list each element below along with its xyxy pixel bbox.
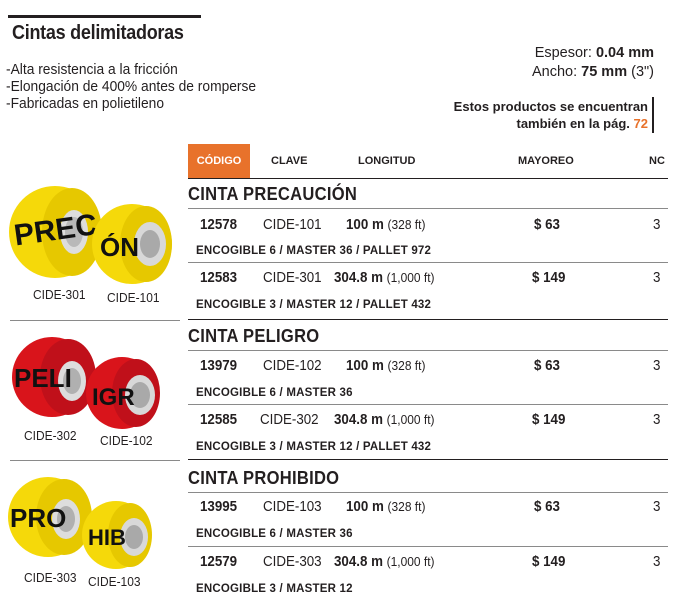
feature-item: -Elongación de 400% antes de romperse — [6, 78, 257, 95]
cell-mayoreo: $ 149 — [532, 270, 566, 286]
cell-mayoreo: $ 63 — [534, 217, 560, 233]
tape-roll-large: PRO — [8, 477, 92, 557]
tape-print-text: HIB — [88, 525, 126, 550]
image-label: CIDE-102 — [100, 433, 153, 448]
column-header-nc: NC — [649, 155, 665, 167]
packaging-info: ENCOGIBLE 3 / MASTER 12 / PALLET 432 — [196, 299, 432, 311]
tape-print-text: PELI — [14, 363, 72, 393]
cell-mayoreo: $ 63 — [534, 358, 560, 374]
cell-codigo: 12578 — [200, 217, 238, 233]
crossref-note-line2: también en la pág. 72 — [516, 116, 648, 131]
section-end-rule — [188, 319, 668, 320]
cell-nc: 3 — [653, 554, 661, 570]
packaging-info: ENCOGIBLE 3 / MASTER 12 — [196, 583, 353, 595]
section-end-rule — [188, 459, 668, 460]
tape-print-text: IGR — [92, 384, 135, 411]
spec-thickness: Espesor: 0.04 mm — [534, 45, 654, 61]
cell-codigo: 12583 — [200, 270, 238, 286]
tape-rolls-prohibido: PRO HIB — [8, 477, 152, 569]
tape-print-text: ÓN — [100, 232, 139, 262]
cell-mayoreo: $ 149 — [532, 412, 566, 428]
cell-codigo: 12579 — [200, 554, 238, 570]
image-label: CIDE-302 — [24, 428, 77, 443]
feature-item: -Alta resistencia a la fricción — [6, 61, 178, 78]
page-title: Cintas delimitadoras — [12, 22, 184, 44]
section-title-precaucion: CINTA PRECAUCIÓN — [188, 184, 358, 204]
image-label: CIDE-101 — [107, 290, 160, 305]
cell-longitud: 100 m (328 ft) — [346, 217, 426, 233]
section-title-peligro: CINTA PELIGRO — [188, 326, 320, 346]
column-header-mayoreo: MAYOREO — [518, 155, 574, 167]
title-rule — [8, 15, 201, 18]
cell-longitud: 304.8 m (1,000 ft) — [334, 270, 435, 286]
cell-clave: CIDE-103 — [263, 499, 322, 515]
row-rule — [188, 546, 668, 547]
section-divider — [10, 460, 180, 461]
tape-roll-large: PREC — [9, 186, 102, 278]
tape-roll-small: HIB — [82, 501, 152, 569]
section-rule — [188, 350, 668, 351]
column-header-codigo: CÓDIGO — [188, 144, 250, 178]
image-label: CIDE-301 — [33, 287, 86, 302]
cell-longitud: 304.8 m (1,000 ft) — [334, 412, 435, 428]
cell-nc: 3 — [653, 412, 661, 428]
cell-nc: 3 — [653, 270, 661, 286]
cell-mayoreo: $ 149 — [532, 554, 566, 570]
cell-codigo: 12585 — [200, 412, 238, 428]
section-rule — [188, 492, 668, 493]
section-divider — [10, 320, 180, 321]
tape-roll-small: ÓN — [92, 204, 172, 284]
cell-clave: CIDE-301 — [263, 270, 322, 286]
tape-rolls-peligro: PELI IGR — [12, 337, 160, 429]
row-rule — [188, 404, 668, 405]
packaging-info: ENCOGIBLE 6 / MASTER 36 — [196, 387, 353, 399]
cell-nc: 3 — [653, 499, 661, 515]
cell-longitud: 100 m (328 ft) — [346, 358, 426, 374]
cell-nc: 3 — [653, 217, 661, 233]
image-label: CIDE-303 — [24, 570, 77, 585]
crossref-page-link[interactable]: 72 — [633, 116, 648, 131]
section-rule — [188, 208, 668, 209]
image-label: CIDE-103 — [88, 574, 141, 589]
cell-codigo: 13995 — [200, 499, 238, 515]
cell-mayoreo: $ 63 — [534, 499, 560, 515]
section-title-prohibido: CINTA PROHIBIDO — [188, 468, 340, 488]
cell-codigo: 13979 — [200, 358, 238, 374]
cell-clave: CIDE-101 — [263, 217, 322, 233]
cell-clave: CIDE-102 — [263, 358, 322, 374]
cell-longitud: 304.8 m (1,000 ft) — [334, 554, 435, 570]
crossref-note-line1: Estos productos se encuentran — [453, 99, 648, 114]
feature-item: -Fabricadas en polietileno — [6, 95, 165, 112]
packaging-info: ENCOGIBLE 6 / MASTER 36 — [196, 528, 353, 540]
header-rule — [188, 178, 668, 179]
cell-clave: CIDE-303 — [263, 554, 322, 570]
packaging-info: ENCOGIBLE 6 / MASTER 36 / PALLET 972 — [196, 245, 432, 257]
column-header-clave: CLAVE — [271, 155, 308, 167]
cell-clave: CIDE-302 — [260, 412, 319, 428]
cell-longitud: 100 m (328 ft) — [346, 499, 426, 515]
tape-roll-large: PELI — [12, 337, 96, 417]
packaging-info: ENCOGIBLE 3 / MASTER 12 / PALLET 432 — [196, 441, 432, 453]
tape-print-text: PRO — [10, 503, 66, 533]
note-bar — [652, 97, 654, 133]
cell-nc: 3 — [653, 358, 661, 374]
spec-width: Ancho: 75 mm (3") — [531, 64, 654, 80]
column-header-longitud: LONGITUD — [358, 155, 416, 167]
tape-rolls-precaucion: PREC ÓN — [9, 186, 172, 284]
row-rule — [188, 262, 668, 263]
tape-roll-small: IGR — [86, 357, 160, 429]
